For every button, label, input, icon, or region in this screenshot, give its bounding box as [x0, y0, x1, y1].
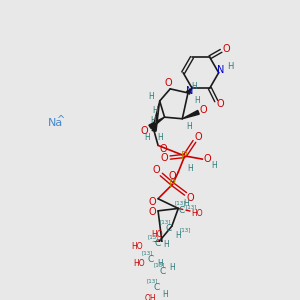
- Text: O: O: [148, 197, 156, 207]
- Text: C: C: [160, 267, 166, 276]
- Text: HO: HO: [131, 242, 143, 251]
- Text: O: O: [200, 105, 207, 115]
- Text: OH: OH: [145, 294, 157, 300]
- Text: O: O: [153, 166, 160, 176]
- Text: O: O: [195, 132, 202, 142]
- Text: C: C: [166, 224, 172, 233]
- Text: H: H: [152, 106, 158, 115]
- Text: N: N: [186, 85, 193, 95]
- Text: Na: Na: [47, 118, 63, 128]
- Text: O: O: [217, 99, 224, 109]
- Text: [13]: [13]: [147, 279, 158, 283]
- Text: O: O: [165, 78, 172, 88]
- Text: [13]: [13]: [174, 200, 186, 205]
- Text: [13]: [13]: [153, 262, 165, 268]
- Polygon shape: [152, 101, 160, 131]
- Text: O: O: [140, 126, 148, 136]
- Text: O: O: [203, 154, 211, 164]
- Text: HO: HO: [133, 259, 145, 268]
- Text: [13]: [13]: [179, 227, 190, 232]
- Text: O: O: [168, 171, 176, 181]
- Text: O: O: [222, 44, 230, 54]
- Text: H: H: [192, 82, 197, 91]
- Text: C: C: [178, 206, 184, 214]
- Text: HO: HO: [152, 230, 163, 239]
- Text: H: H: [158, 133, 164, 142]
- Text: H: H: [176, 231, 181, 240]
- Text: O: O: [161, 153, 168, 163]
- Text: O: O: [187, 193, 194, 203]
- Text: H: H: [157, 259, 163, 268]
- Text: [13]: [13]: [148, 234, 159, 239]
- Text: [13]: [13]: [185, 204, 197, 209]
- Text: [13]: [13]: [160, 220, 171, 225]
- Text: O: O: [148, 208, 156, 218]
- Text: H: H: [188, 164, 193, 172]
- Text: HO: HO: [191, 209, 203, 218]
- Text: H: H: [211, 161, 217, 170]
- Polygon shape: [186, 88, 192, 94]
- Text: H: H: [227, 62, 233, 71]
- Text: H: H: [149, 92, 155, 100]
- Text: [13]: [13]: [141, 250, 152, 255]
- Text: P: P: [182, 151, 188, 161]
- Polygon shape: [149, 117, 164, 128]
- Text: O: O: [159, 144, 167, 154]
- Text: H: H: [184, 199, 189, 208]
- Text: H: H: [186, 122, 192, 131]
- Text: C: C: [153, 283, 160, 292]
- Text: P: P: [169, 179, 176, 189]
- Text: N: N: [218, 65, 225, 75]
- Text: H: H: [150, 116, 156, 125]
- Text: H: H: [169, 263, 175, 272]
- Text: ^: ^: [57, 115, 65, 124]
- Text: H: H: [194, 97, 200, 106]
- Text: H: H: [145, 133, 151, 142]
- Text: H: H: [163, 290, 168, 299]
- Text: H: H: [163, 240, 169, 249]
- Polygon shape: [182, 110, 199, 119]
- Text: C: C: [154, 239, 161, 248]
- Text: C: C: [148, 255, 154, 264]
